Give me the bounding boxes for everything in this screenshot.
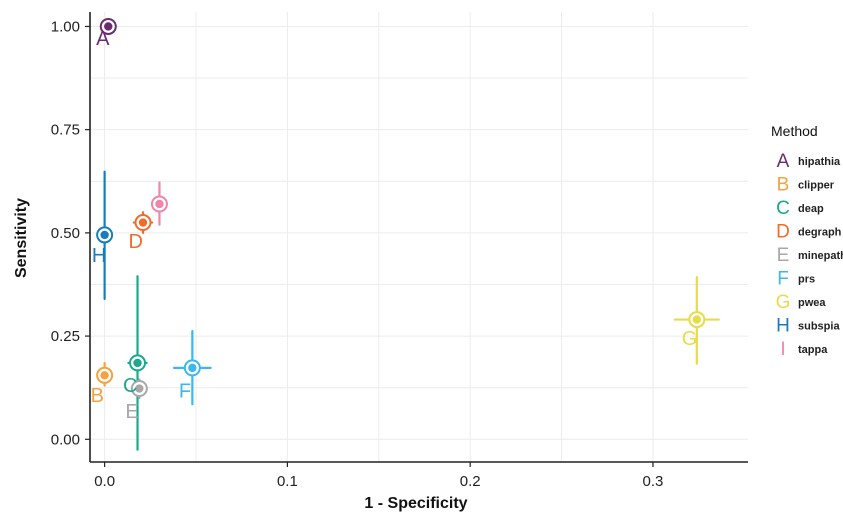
point-dot (692, 315, 702, 324)
legend-label-degraph: degraph (798, 227, 842, 239)
data-point-tappa (150, 181, 168, 226)
data-point-clipper (96, 361, 114, 387)
point-dot (100, 230, 109, 240)
legend-key-deap: C (776, 198, 790, 219)
legend-key-degraph: D (776, 222, 790, 243)
x-tick-label: 0.0 (94, 473, 115, 490)
legend-label-clipper: clipper (798, 180, 835, 192)
data-point-minepath (130, 378, 148, 400)
legend-label-tappa: tappa (798, 344, 828, 356)
legend-label-prs: prs (798, 274, 815, 286)
point-dot (133, 358, 142, 368)
point-dot (100, 371, 109, 380)
legend-label-hipathia: hipathia (798, 156, 841, 168)
point-label-subspia: H (92, 245, 106, 267)
legend-key-hipathia: A (777, 151, 790, 172)
y-tick-label: 0.00 (51, 431, 80, 448)
legend-key-prs: F (777, 269, 789, 290)
y-tick-label: 0.50 (51, 225, 80, 242)
point-labels: A B C D E F G H (91, 28, 698, 423)
legend-key-tappa: I (780, 339, 785, 360)
y-axis-title: Sensitivity (13, 198, 30, 278)
y-tick-label: 0.75 (51, 122, 80, 139)
point-label-minepath: E (125, 401, 138, 423)
grid-lines (90, 12, 748, 462)
point-dot (104, 22, 113, 31)
data-point-subspia (96, 170, 114, 301)
y-tick-label: 1.00 (51, 18, 80, 35)
data-points (96, 17, 720, 451)
data-point-degraph (132, 211, 154, 234)
x-tick-label: 0.1 (277, 473, 298, 490)
legend-title: Method (771, 123, 818, 139)
point-label-prs: F (179, 381, 191, 403)
legend-label-pwea: pwea (798, 297, 826, 309)
legend-key-pwea: G (776, 292, 791, 313)
x-tick-label: 0.2 (460, 473, 481, 490)
data-point-prs (172, 330, 212, 406)
legend-key-minepath: E (777, 245, 790, 266)
legend-label-minepath: minepath (798, 250, 843, 262)
data-point-hipathia (99, 17, 117, 35)
legend-key-clipper: B (777, 175, 790, 196)
point-label-hipathia: A (96, 28, 110, 50)
x-tick-label: 0.3 (643, 473, 664, 490)
point-label-degraph: D (128, 231, 142, 253)
point-dot (155, 199, 164, 209)
legend-label-deap: deap (798, 203, 824, 215)
legend-key-subspia: H (776, 316, 790, 337)
x-axis-title: 1 - Specificity (364, 495, 467, 512)
data-point-pwea (673, 275, 720, 365)
point-dot (188, 363, 197, 373)
point-label-clipper: B (91, 385, 104, 407)
legend-label-subspia: subspia (798, 321, 840, 333)
data-point-deap (127, 275, 148, 451)
axes: 0.0 0.1 0.2 0.3 0.00 0.25 0.50 0.75 1.00 (51, 12, 748, 490)
y-tick-label: 0.25 (51, 328, 80, 345)
point-label-pwea: G (682, 328, 698, 350)
point-dot (135, 384, 144, 393)
point-label-deap: C (123, 375, 137, 397)
point-dot (138, 218, 148, 227)
